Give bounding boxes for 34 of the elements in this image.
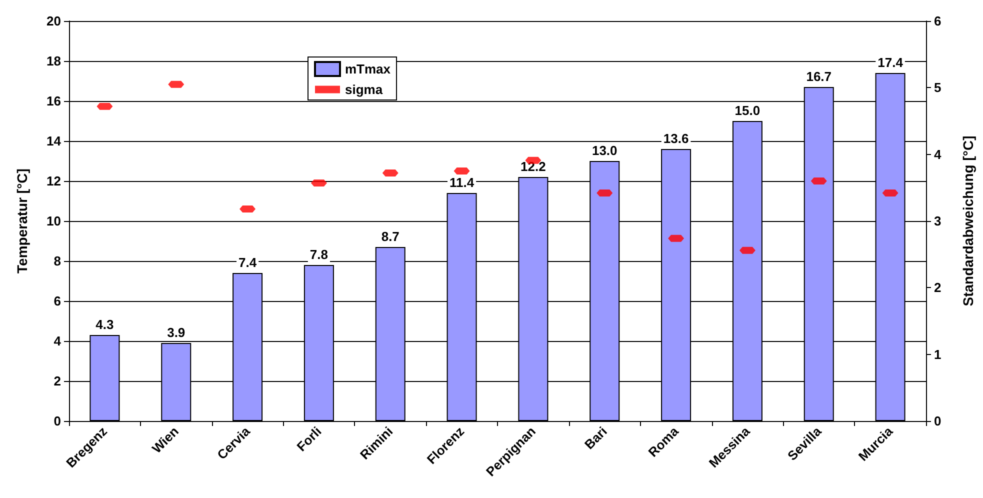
y-tick-label: 18 (46, 54, 61, 68)
y-tick-label: 16 (46, 94, 61, 108)
data-label: 8.7 (381, 229, 400, 244)
y-tick-label: 4 (54, 334, 62, 348)
data-label: 13.6 (663, 131, 689, 146)
data-label: 3.9 (167, 325, 186, 340)
data-label: 7.4 (238, 255, 258, 270)
data-label: 17.4 (878, 55, 904, 70)
y2-tick-label: 6 (934, 14, 942, 28)
y2-tick-label: 0 (934, 414, 942, 428)
y2-axis-title: Standardabweichung [°C] (960, 136, 976, 306)
y-tick-label: 0 (54, 414, 61, 428)
data-label: 11.4 (449, 175, 475, 190)
y-tick-label: 10 (46, 214, 61, 228)
data-label: 12.2 (520, 159, 546, 174)
data-label: 13.0 (592, 143, 618, 158)
y2-tick-label: 3 (934, 214, 942, 228)
y-tick-label: 20 (46, 14, 61, 28)
data-label: 16.7 (806, 69, 832, 84)
y-axis-title: Temperatur [°C] (14, 168, 30, 274)
y2-tick-label: 2 (934, 280, 942, 296)
legend-label: sigma (345, 82, 384, 97)
y-tick-label: 6 (54, 294, 61, 308)
y2-tick-label: 4 (934, 146, 942, 162)
y-tick-label: 8 (54, 254, 61, 268)
y2-tick-label: 1 (934, 346, 942, 362)
y-tick-label: 14 (46, 134, 62, 148)
data-label: 7.8 (310, 247, 328, 262)
data-label: 4.3 (96, 317, 114, 332)
legend-label: mTmax (345, 62, 392, 76)
y-tick-label: 12 (46, 174, 61, 188)
data-label: 15.0 (734, 103, 760, 118)
y-tick-label: 2 (54, 374, 61, 388)
y2-tick-label: 5 (934, 80, 942, 96)
